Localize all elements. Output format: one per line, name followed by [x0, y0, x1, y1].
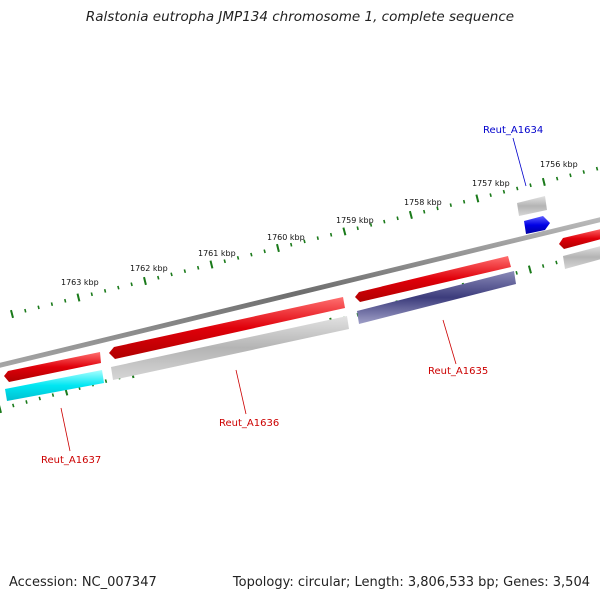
scale-label-1757: 1757 kbp — [472, 179, 510, 188]
outer-scale-minor-tick — [489, 193, 492, 198]
reut-a1637-leader — [60, 407, 71, 452]
inner-scale-minor-tick — [104, 379, 108, 384]
outer-scale-minor-tick — [569, 173, 572, 178]
reut-a1635-label[interactable]: Reut_A1635 — [428, 366, 488, 377]
reut-a1634-label[interactable]: Reut_A1634 — [483, 125, 543, 136]
outer-scale-minor-tick — [462, 199, 466, 204]
scale-label-1756: 1756 kbp — [540, 160, 578, 169]
reut-a1634-leader — [512, 137, 527, 187]
inner-scale-minor-tick — [51, 393, 55, 397]
outer-scale-major-tick — [143, 276, 147, 286]
gene-gray-1636[interactable] — [111, 316, 349, 380]
inner-scale-minor-tick — [541, 264, 545, 268]
outer-scale-minor-tick — [103, 289, 107, 293]
outer-scale-minor-tick — [303, 239, 306, 244]
gene-navy-1635[interactable] — [357, 271, 516, 324]
map-title: Ralstonia eutropha JMP134 chromosome 1, … — [85, 9, 515, 25]
outer-scale-minor-tick — [423, 209, 426, 214]
outer-scale-major-tick — [475, 194, 480, 203]
outer-scale-minor-tick — [170, 272, 173, 277]
reut-a1637-label[interactable]: Reut_A1637 — [41, 455, 101, 466]
outer-scale-minor-tick — [396, 216, 399, 221]
outer-scale-minor-tick — [183, 269, 187, 274]
outer-scale-minor-tick — [130, 282, 133, 287]
outer-scale-minor-tick — [90, 292, 93, 297]
reut-a1636-label[interactable]: Reut_A1636 — [219, 418, 279, 429]
chromosome-backbone — [0, 217, 600, 368]
outer-scale-minor-tick — [37, 305, 40, 310]
outer-scale-minor-tick — [582, 170, 585, 174]
inner-scale-minor-tick — [25, 400, 28, 404]
outer-scale-minor-tick — [64, 298, 67, 303]
outer-scale-minor-tick — [316, 236, 319, 240]
inner-scale-minor-tick — [12, 403, 15, 408]
outer-scale-minor-tick — [196, 265, 200, 270]
outer-scale-minor-tick — [50, 302, 54, 306]
outer-scale-major-tick — [408, 210, 413, 220]
outer-scale-minor-tick — [223, 259, 226, 264]
outer-scale-track — [10, 166, 599, 319]
outer-scale-minor-tick — [529, 183, 532, 188]
outer-scale-major-tick — [209, 260, 214, 269]
outer-scale-minor-tick — [555, 176, 559, 181]
scale-label-1758: 1758 kbp — [404, 198, 442, 207]
outer-scale-major-tick — [541, 177, 546, 187]
outer-scale-major-tick — [342, 227, 347, 236]
outer-scale-major-tick — [276, 243, 280, 253]
genome-summary-text: Topology: circular; Length: 3,806,533 bp… — [232, 575, 590, 590]
gene-gray-right[interactable] — [563, 245, 600, 269]
outer-scale-minor-tick — [449, 203, 452, 207]
scale-label-1761: 1761 kbp — [198, 249, 236, 258]
reut-a1635-leader — [442, 319, 457, 365]
gene-red-1635[interactable] — [355, 256, 511, 302]
gene-red-1637[interactable] — [4, 352, 101, 382]
scale-label-1759: 1759 kbp — [336, 216, 374, 225]
outer-scale-minor-tick — [516, 186, 519, 191]
gene-red-1636[interactable] — [109, 297, 345, 359]
inner-scale-minor-tick — [38, 396, 41, 401]
scale-label-1762: 1762 kbp — [130, 264, 168, 273]
gene-red-right[interactable] — [559, 228, 600, 249]
scale-labels: 1756 kbp 1757 kbp 1758 kbp 1759 kbp 1760… — [61, 160, 578, 287]
gene-labels: Reut_A1634 Reut_A1635 Reut_A1636 Reut_A1… — [41, 125, 543, 466]
inner-scale-major-tick — [0, 404, 2, 414]
outer-scale-minor-tick — [383, 219, 386, 224]
outer-scale-major-tick — [76, 293, 81, 302]
accession-text: Accession: NC_007347 — [9, 575, 157, 590]
inner-scale-minor-tick — [515, 270, 518, 275]
outer-scale-minor-tick — [117, 285, 120, 290]
outer-scale-minor-tick — [290, 242, 293, 247]
outer-scale-minor-tick — [595, 166, 599, 171]
inner-scale-major-tick — [527, 265, 532, 274]
outer-scale-minor-tick — [329, 232, 333, 237]
outer-scale-minor-tick — [436, 206, 439, 211]
gene-cyan-1637[interactable] — [5, 370, 104, 401]
gene-gray-1634[interactable] — [517, 196, 547, 216]
outer-scale-major-tick — [10, 309, 14, 319]
outer-scale-minor-tick — [157, 275, 160, 280]
scale-label-1763: 1763 kbp — [61, 278, 99, 287]
outer-scale-minor-tick — [24, 308, 27, 313]
outer-scale-minor-tick — [502, 189, 506, 194]
inner-scale-minor-tick — [555, 260, 558, 265]
outer-scale-minor-tick — [263, 249, 266, 254]
reut-a1636-leader — [235, 369, 247, 415]
outer-scale-minor-tick — [369, 223, 373, 227]
outer-scale-minor-tick — [356, 226, 359, 231]
scale-label-1760: 1760 kbp — [267, 233, 305, 242]
gene-blue-1634[interactable] — [524, 216, 550, 234]
outer-scale-minor-tick — [236, 255, 240, 260]
outer-scale-minor-tick — [250, 252, 253, 257]
